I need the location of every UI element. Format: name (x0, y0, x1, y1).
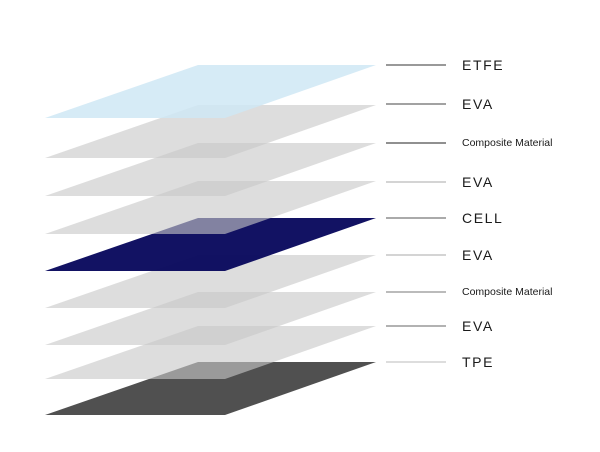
layer-label-tpe: TPE (462, 354, 494, 370)
layer-label-eva: EVA (462, 247, 494, 263)
layer-composite-material-sheet (45, 292, 376, 345)
layer-label-eva: EVA (462, 96, 494, 112)
layer-label-eva: EVA (462, 318, 494, 334)
layer-label-composite-material: Composite Material (462, 286, 552, 298)
layers-group (45, 65, 376, 415)
layer-label-etfe: ETFE (462, 57, 504, 73)
layer-cell-sheet (45, 218, 376, 271)
layer-eva-sheet (45, 181, 376, 234)
layer-eva-sheet (45, 255, 376, 308)
layer-label-cell: CELL (462, 210, 503, 226)
layer-eva-sheet (45, 326, 376, 379)
labels-group: ETFE EVA Composite Material EVA CELL EVA Compo… (462, 57, 552, 370)
layer-label-composite-material: Composite Material (462, 137, 552, 149)
layer-label-eva: EVA (462, 174, 494, 190)
leaders-group (386, 64, 446, 363)
layer-etfe-sheet (45, 65, 376, 118)
layer-eva-sheet (45, 105, 376, 158)
layer-composite-material-sheet (45, 143, 376, 196)
layer-tpe-sheet (45, 362, 376, 415)
